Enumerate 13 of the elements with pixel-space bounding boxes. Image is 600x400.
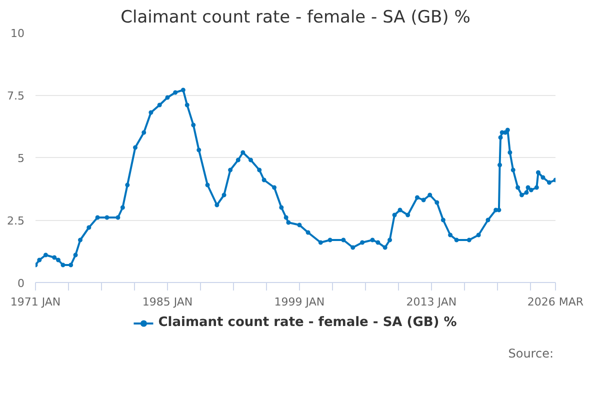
y-tick-label: 7.5 <box>7 90 25 102</box>
x-tick-label: 1971 JAN <box>10 296 61 308</box>
x-tick-label: 1999 JAN <box>274 296 325 308</box>
y-tick-label: 5 <box>18 152 24 165</box>
x-tick-label: 2026 MAR <box>527 296 584 308</box>
y-tick-label: 10 <box>10 27 25 40</box>
source-note: Source: <box>508 346 554 360</box>
y-tick-label: 0 <box>18 277 24 290</box>
legend-label: Claimant count rate - female - SA (GB) % <box>158 315 457 330</box>
x-tick-label: 1985 JAN <box>142 296 193 308</box>
y-tick-label: 2.5 <box>7 214 25 228</box>
x-tick-label: 2013 JAN <box>406 296 457 308</box>
chart-title: Claimant count rate - female - SA (GB) % <box>120 8 470 28</box>
